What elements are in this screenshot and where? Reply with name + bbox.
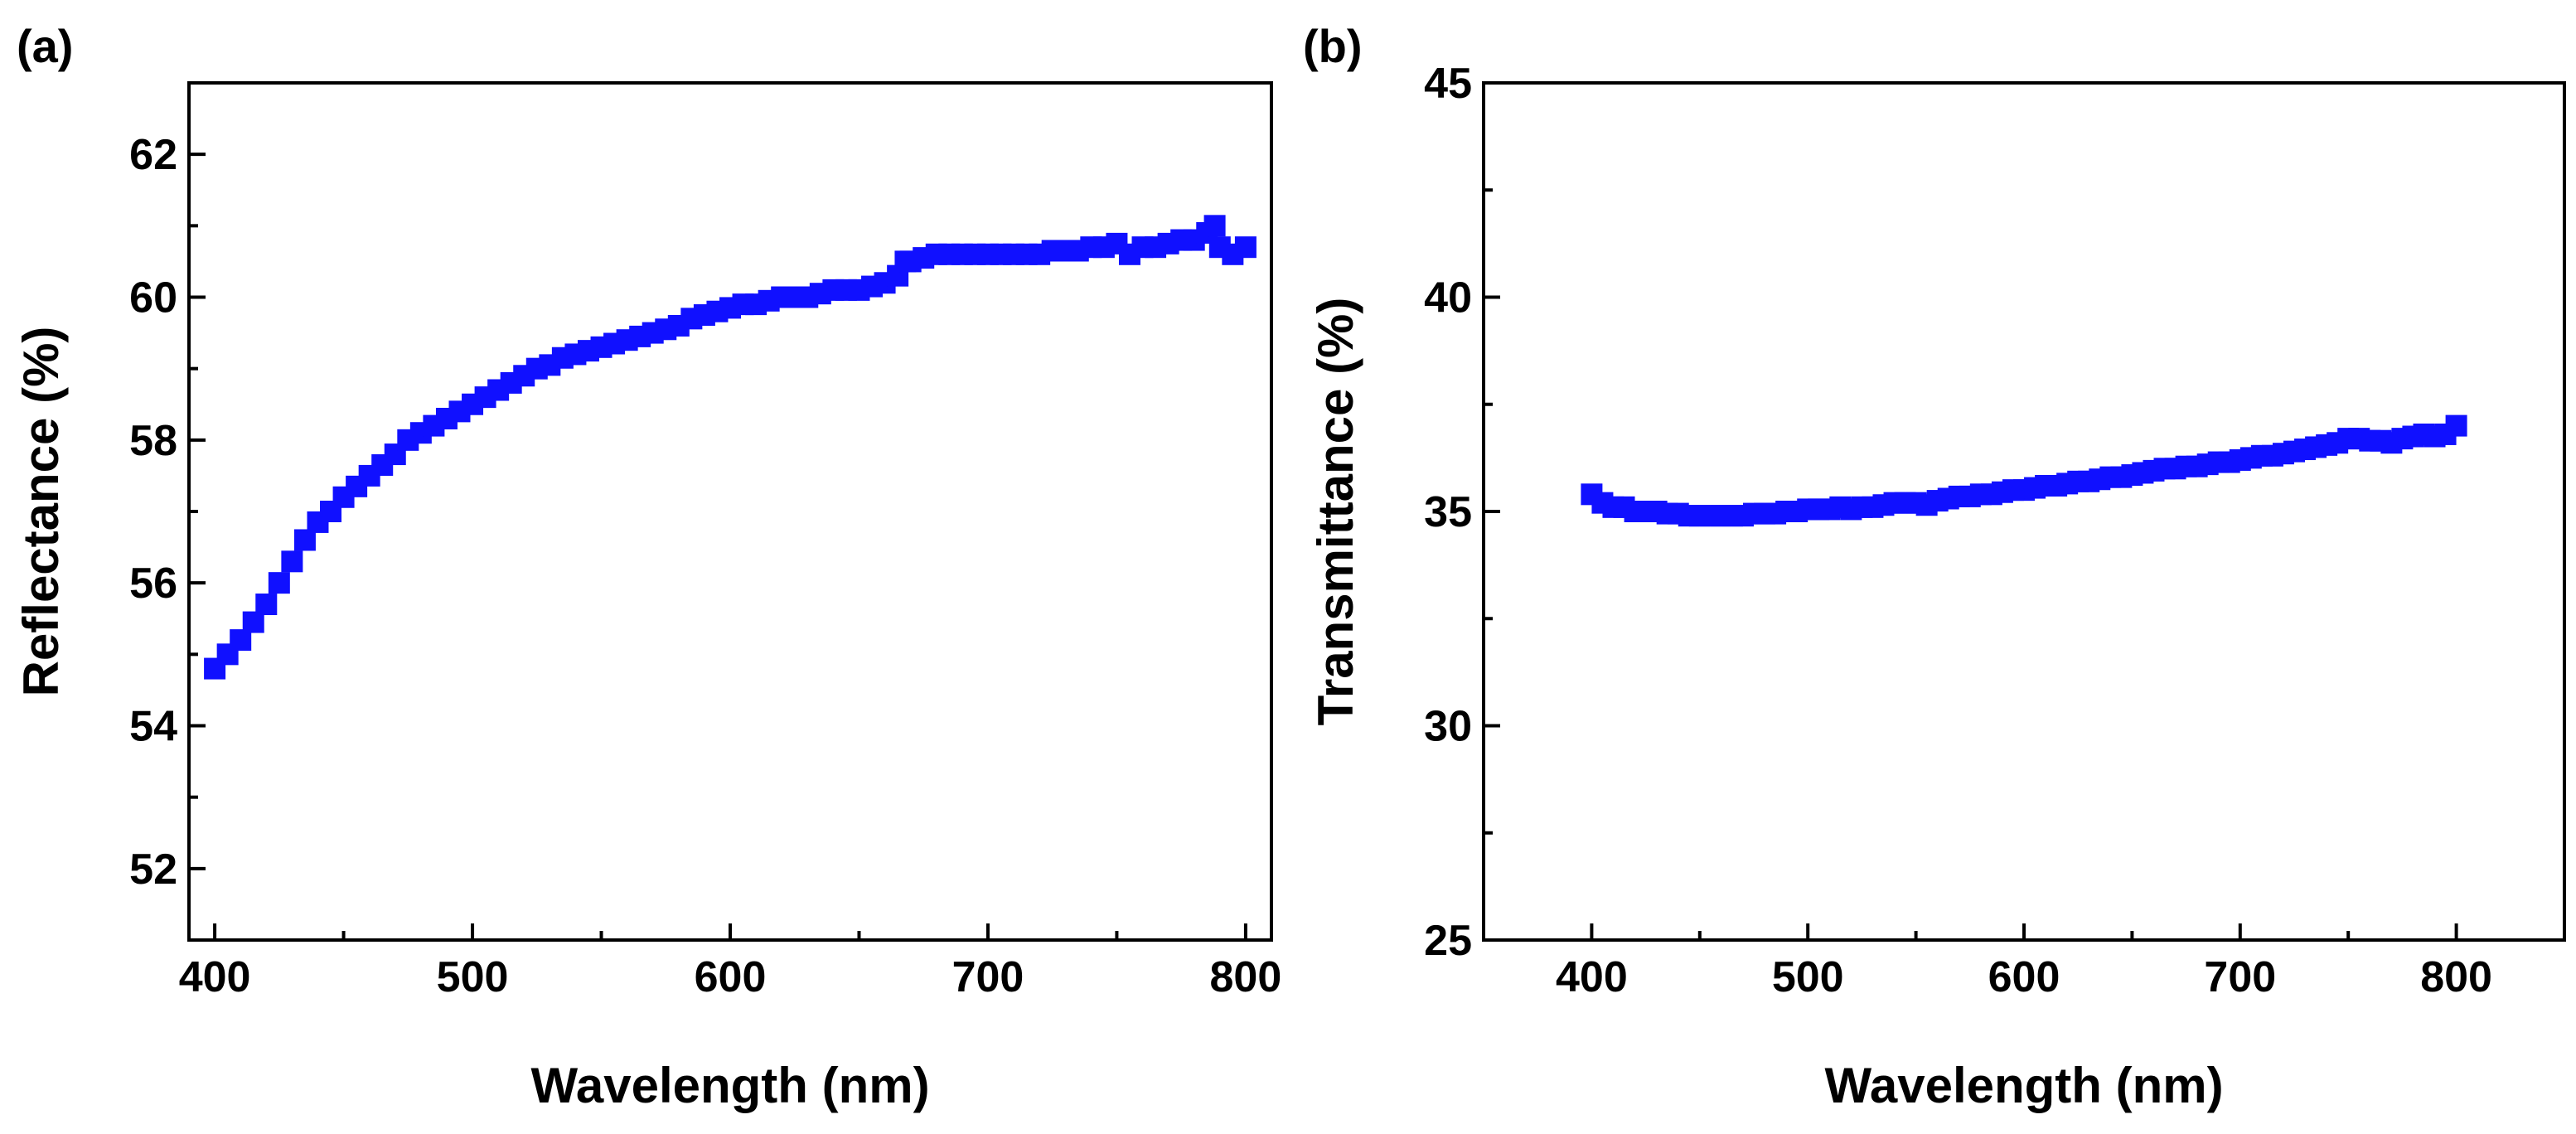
panel-a-y-tick-labels: 52 54 56 58 60 62: [129, 131, 177, 894]
y-tick-label: 52: [129, 846, 177, 894]
x-tick-label: 500: [1772, 953, 1844, 1001]
data-point: [268, 572, 290, 594]
panel-a-label: (a): [17, 20, 73, 72]
data-point: [1234, 236, 1257, 259]
x-tick-label: 400: [1556, 953, 1628, 1001]
x-tick-label: 800: [1210, 953, 1282, 1001]
x-tick-label: 600: [695, 953, 767, 1001]
panel-b-transmittance-chart: (b) 400 500 600 700 800 25 30 35 40 45 W…: [1303, 20, 2566, 1113]
y-tick-label: 60: [129, 274, 177, 322]
y-tick-label: 25: [1424, 917, 1472, 965]
panel-a-ticks: [189, 81, 1247, 942]
panel-b-x-axis-title: Wavelength (nm): [1824, 1058, 2223, 1113]
panel-b-y-tick-labels: 25 30 35 40 45: [1424, 60, 1472, 965]
y-tick-label: 56: [129, 560, 177, 608]
y-tick-label: 30: [1424, 703, 1472, 751]
panel-b-plot-frame: [1482, 81, 2566, 942]
x-tick-label: 800: [2420, 953, 2492, 1001]
x-tick-label: 700: [952, 953, 1024, 1001]
panel-b-data-points: [1581, 414, 2467, 527]
y-tick-label: 40: [1424, 274, 1472, 322]
panel-b-x-tick-labels: 400 500 600 700 800: [1556, 953, 2492, 1001]
x-tick-label: 600: [1988, 953, 2060, 1001]
y-tick-label: 35: [1424, 488, 1472, 536]
panel-a-plot-frame: [187, 81, 1273, 942]
panel-a-x-tick-labels: 400 500 600 700 800: [179, 953, 1282, 1001]
y-tick-label: 58: [129, 417, 177, 465]
data-point: [281, 550, 303, 573]
data-point: [1203, 215, 1226, 237]
panel-b-y-axis-title: Transmittance (%): [1308, 298, 1363, 726]
y-tick-label: 45: [1424, 60, 1472, 108]
panel-a-x-axis-title: Wavelength (nm): [530, 1058, 929, 1113]
y-tick-label: 62: [129, 131, 177, 179]
x-tick-label: 500: [437, 953, 509, 1001]
data-point: [2445, 414, 2467, 437]
data-point: [255, 594, 278, 616]
panel-a-y-axis-title: Reflectance (%): [13, 327, 69, 697]
x-tick-label: 400: [179, 953, 251, 1001]
panel-a-reflectance-chart: (a) 400 500 600 700 800 52 54 56 58 60 6…: [13, 20, 1281, 1113]
x-tick-label: 700: [2204, 953, 2276, 1001]
panel-a-data-points: [204, 215, 1257, 680]
panel-b-label: (b): [1303, 20, 1363, 72]
y-tick-label: 54: [129, 703, 177, 751]
